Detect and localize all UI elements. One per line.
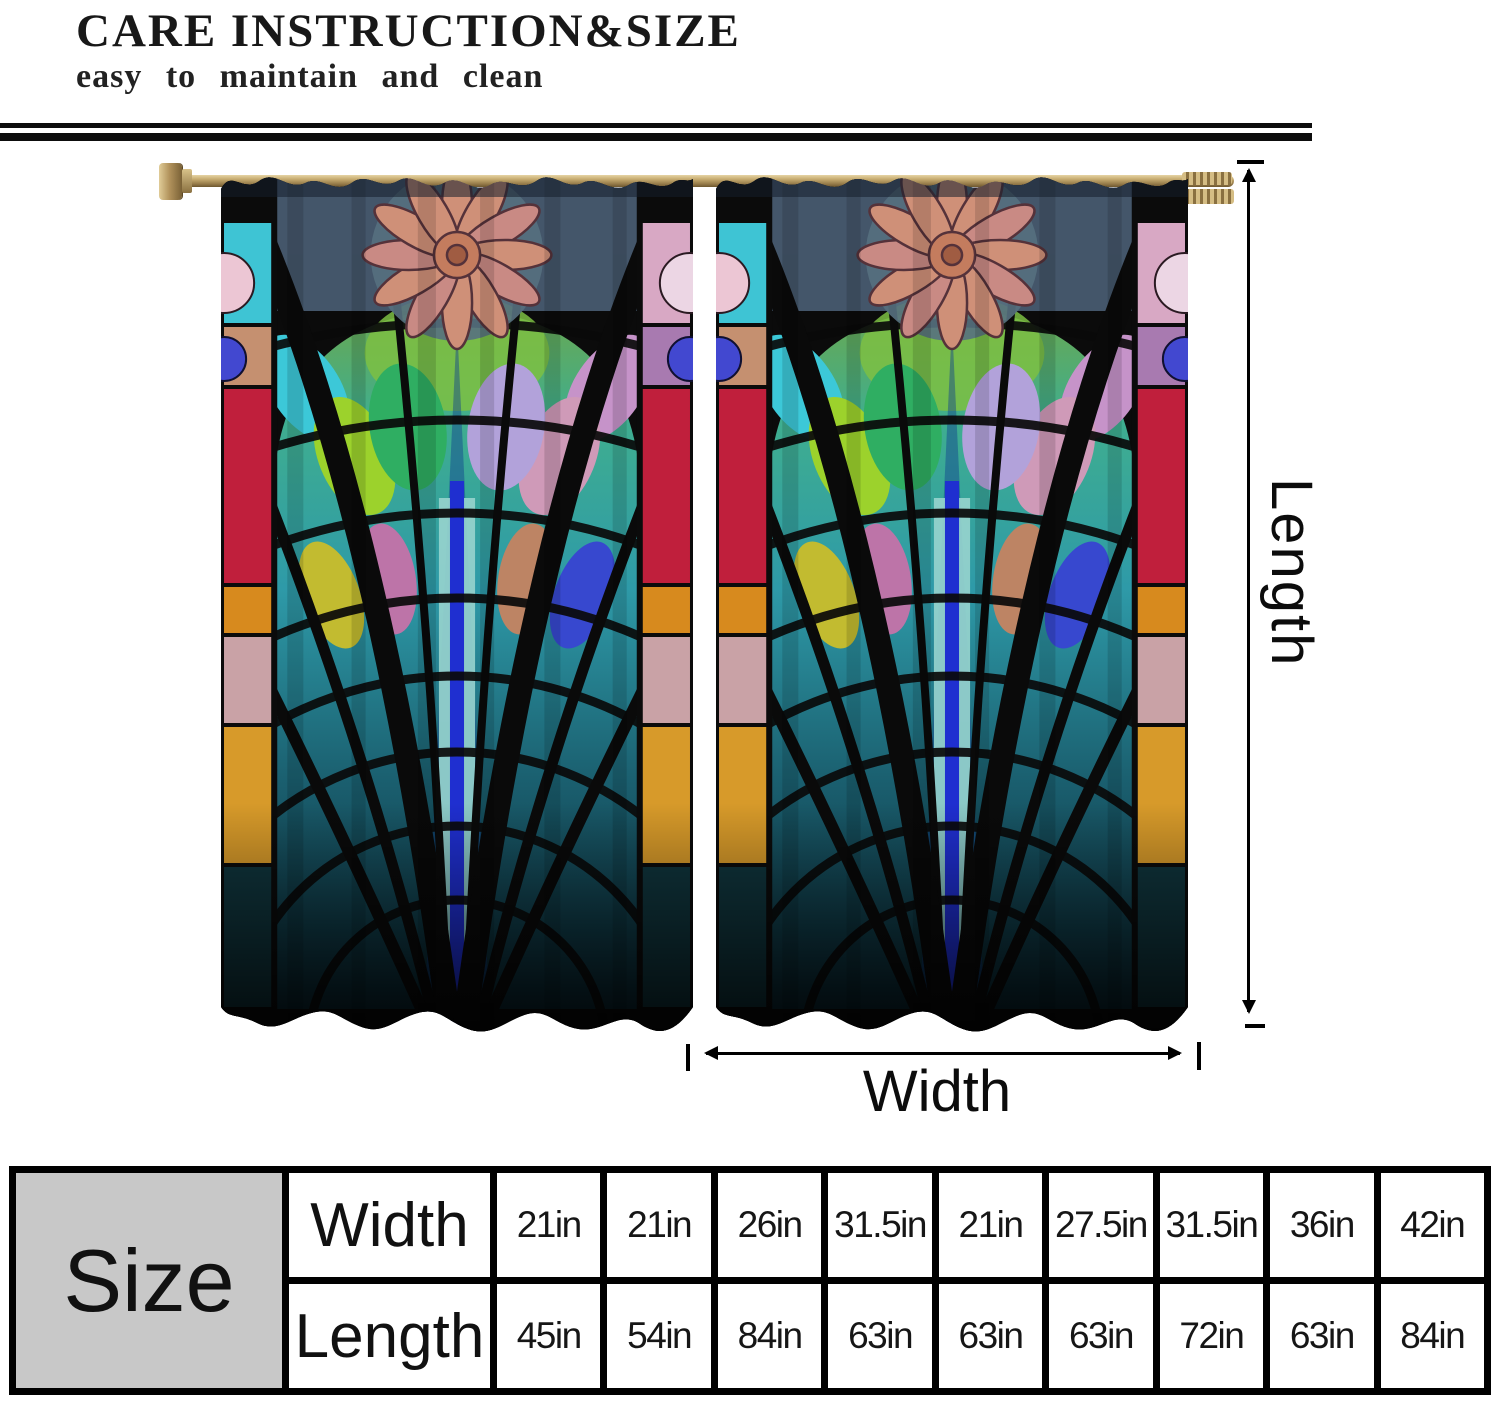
- width-value-cell: 27.5in: [1049, 1173, 1153, 1277]
- length-value-cell: 63in: [1270, 1284, 1374, 1388]
- divider-thin-line: [0, 123, 1312, 128]
- rod-finial-left-collar: [182, 169, 192, 193]
- length-value-cell: 84in: [1380, 1284, 1484, 1388]
- width-value-cell: 42in: [1380, 1173, 1484, 1277]
- width-value-cell: 36in: [1270, 1173, 1374, 1277]
- length-value-cell: 63in: [828, 1284, 932, 1388]
- width-tick-right: [1197, 1042, 1201, 1070]
- width-label: Width: [862, 1059, 1012, 1124]
- divider-thick-line: [0, 133, 1312, 141]
- length-value-cell: 63in: [938, 1284, 1043, 1388]
- page-subtitle: easy to maintain and clean: [76, 58, 544, 95]
- size-corner-cell: Size: [16, 1173, 282, 1388]
- rod-finial-left: [159, 163, 182, 200]
- curtain-panel-left: [221, 163, 693, 1041]
- width-value-cell: 31.5in: [1159, 1173, 1264, 1277]
- width-value-cell: 21in: [497, 1173, 601, 1277]
- curtain-panel-right: [716, 163, 1188, 1041]
- length-value-cell: 72in: [1159, 1284, 1264, 1388]
- size-table: Size Width 21in 21in 26in 31.5in 21in 27…: [9, 1166, 1491, 1395]
- stained-glass-artwork: [716, 163, 1188, 1041]
- length-value-cell: 45in: [497, 1284, 601, 1388]
- length-value-cell: 54in: [607, 1284, 711, 1388]
- width-value-cell: 26in: [717, 1173, 822, 1277]
- width-value-cell: 21in: [607, 1173, 711, 1277]
- length-tick-bottom: [1245, 1024, 1265, 1028]
- length-value-cell: 84in: [717, 1284, 822, 1388]
- rod-finial-right-upper: [1182, 172, 1232, 185]
- stained-glass-artwork: [221, 163, 693, 1041]
- length-label: Length: [1259, 478, 1324, 668]
- page-title: CARE INSTRUCTION&SIZE: [76, 5, 741, 57]
- width-row-label: Width: [289, 1173, 490, 1277]
- width-value-cell: 21in: [938, 1173, 1043, 1277]
- length-tick-top: [1237, 160, 1264, 164]
- length-row-label: Length: [289, 1284, 490, 1388]
- length-arrow: [1242, 168, 1256, 1014]
- length-value-cell: 63in: [1049, 1284, 1153, 1388]
- rod-finial-right-lower: [1182, 189, 1234, 204]
- width-tick-left: [686, 1044, 690, 1071]
- width-value-cell: 31.5in: [828, 1173, 932, 1277]
- width-arrow: [704, 1046, 1182, 1060]
